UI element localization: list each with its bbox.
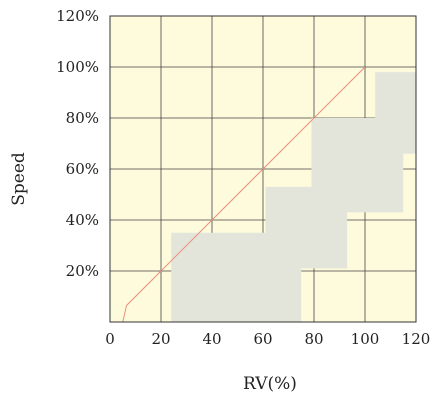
y-tick-label: 40%	[66, 211, 99, 229]
overlay-patch	[375, 72, 416, 154]
data-series	[122, 66, 366, 323]
x-tick-label: 80	[304, 330, 323, 348]
plot-frame	[109, 15, 417, 323]
x-tick-label: 0	[105, 330, 115, 348]
y-tick-label: 120%	[56, 7, 99, 25]
x-tick-labels: 0 20 40 60 80 100 120	[105, 330, 430, 348]
overlay-patches	[171, 72, 416, 322]
y-tick-labels: 20% 40% 60% 80% 100% 120%	[56, 7, 99, 280]
x-axis-label: RV(%)	[243, 374, 297, 394]
y-tick-label: 80%	[66, 109, 99, 127]
x-tick-label: 100	[351, 330, 380, 348]
y-axis-label: Speed	[9, 152, 29, 206]
series-line	[122, 66, 366, 323]
y-tick-label: 100%	[56, 58, 99, 76]
x-tick-label: 20	[151, 330, 170, 348]
y-tick-label: 20%	[66, 262, 99, 280]
x-tick-label: 120	[402, 330, 431, 348]
x-tick-label: 40	[202, 330, 221, 348]
y-tick-label: 60%	[66, 160, 99, 178]
x-tick-label: 60	[253, 330, 272, 348]
